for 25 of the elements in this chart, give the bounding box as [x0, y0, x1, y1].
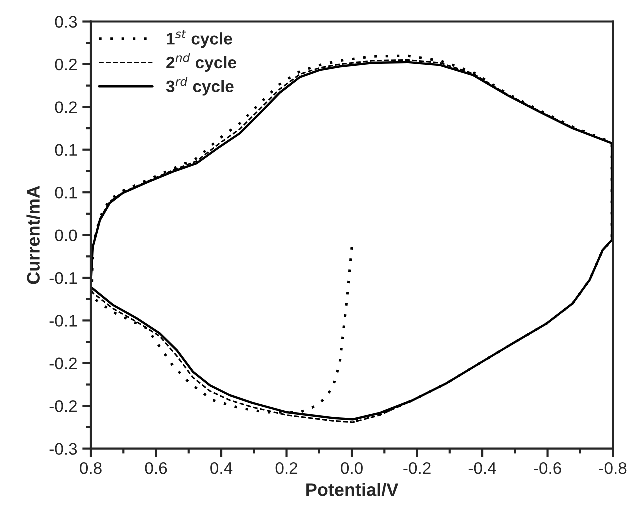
- y-tick-label: -0.1: [50, 272, 78, 284]
- legend-label: 1$^{st}$ cycle: [167, 30, 232, 48]
- x-tick-label: 0.8: [80, 462, 102, 474]
- y-tick-label: -0.2: [50, 400, 77, 412]
- legend-label: 2$^{nd}$ cycle: [166, 53, 236, 72]
- y-tick-label: 0.3: [55, 16, 78, 28]
- y-tick-label: -0.1: [50, 315, 78, 327]
- x-tick-label: -0.6: [534, 462, 562, 474]
- y-tick-label: 0.0: [55, 230, 78, 242]
- x-tick-label: 0.2: [276, 462, 298, 474]
- y-tick-label: 0.1: [55, 186, 77, 199]
- x-tick-label: 0.4: [210, 462, 233, 474]
- y-tick-label: -0.2: [50, 358, 77, 370]
- y-tick-label: 0.2: [55, 102, 77, 114]
- x-tick-label: 0.0: [341, 462, 363, 474]
- x-tick-label: -0.4: [468, 462, 496, 474]
- x-axis-title: Potential/V: [306, 483, 399, 497]
- x-tick-label: 0.6: [145, 462, 168, 474]
- y-axis-title: Current/mA: [26, 186, 40, 284]
- y-tick-label: -0.3: [50, 443, 78, 456]
- y-tick-label: 0.2: [55, 58, 77, 71]
- legend-label: 3$^{rd}$ cycle: [166, 77, 234, 96]
- y-tick-label: 0.1: [55, 144, 77, 156]
- x-tick-label: -0.8: [599, 462, 627, 474]
- x-tick-label: -0.2: [404, 462, 431, 474]
